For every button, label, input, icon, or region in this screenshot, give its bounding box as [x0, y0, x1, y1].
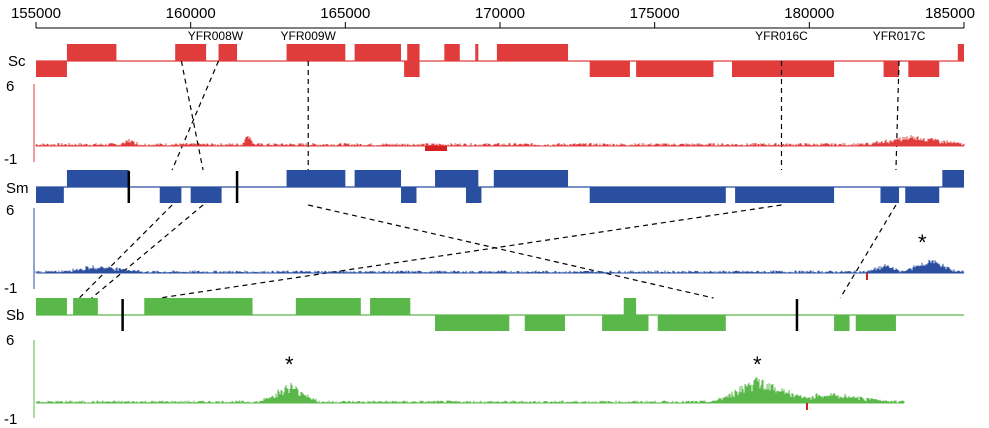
sc-signal-ymax: 6: [6, 78, 14, 95]
sb-gene-reverse: [834, 315, 850, 331]
coordinate-axis: 155000 160000 165000 170000 175000 180000 1850…: [11, 5, 975, 29]
gene-name-label: YFR009W: [281, 29, 337, 43]
sm-gene-reverse: [589, 187, 726, 203]
sb-gene-forward: [370, 298, 411, 315]
sm-gene-reverse: [190, 187, 222, 203]
sm-gene-reverse: [905, 187, 940, 203]
sc-signal-panel: 6 -1: [4, 78, 965, 168]
sc-gene-forward: [496, 44, 569, 61]
sc-gene-forward: [286, 44, 346, 61]
axis-tick-label: 185000: [925, 5, 975, 22]
sm-gene-track: [36, 170, 964, 203]
sc-gene-forward: [475, 44, 479, 61]
sc-gene-reverse: [732, 61, 835, 77]
sb-gene-forward: [36, 298, 67, 315]
axis-tick-label: 180000: [784, 5, 834, 22]
sc-gene-forward: [218, 44, 238, 61]
sb-gene-reverse: [435, 315, 510, 331]
axis-tick-label: 165000: [320, 5, 370, 22]
synteny-connector: [171, 60, 220, 171]
gene-name-label: YFR008W: [188, 29, 244, 43]
sm-star-marker: *: [918, 230, 927, 255]
sm-gene-forward: [435, 170, 479, 187]
synteny-connector: [159, 204, 782, 299]
sb-gene-reverse: [524, 315, 565, 331]
synteny-connector: [78, 204, 173, 299]
sc-gene-track: [36, 44, 964, 77]
sm-gene-reverse: [880, 187, 900, 203]
sb-gene-forward: [144, 298, 253, 315]
track-label-sc: Sc: [8, 53, 26, 70]
sc-gene-forward: [354, 44, 402, 61]
sb-star-marker-2: *: [753, 352, 762, 377]
synteny-connector: [839, 204, 897, 299]
synteny-connectors: [78, 60, 900, 299]
sm-gene-forward: [354, 170, 402, 187]
sc-gene-forward: [957, 44, 964, 61]
sc-gene-reverse: [36, 61, 67, 77]
synteny-connector: [180, 60, 204, 171]
axis-tick-label: 155000: [11, 5, 61, 22]
sm-gene-forward: [493, 170, 569, 187]
sc-gene-forward: [444, 44, 460, 61]
axis-tick-label: 175000: [630, 5, 680, 22]
synteny-connector: [91, 204, 204, 299]
synteny-connector: [895, 60, 900, 171]
sm-signal-panel: 6 -1 *: [4, 202, 965, 297]
sc-gene-reverse: [908, 61, 940, 77]
sm-gene-reverse: [465, 187, 482, 203]
sb-gene-reverse: [657, 315, 726, 331]
sc-signal-ymin: -1: [4, 151, 17, 168]
sc-gene-forward: [407, 44, 420, 61]
sc-gene-reverse: [636, 61, 714, 77]
sm-negative-spike: [866, 273, 868, 280]
sm-gene-reverse: [735, 187, 835, 203]
sb-gene-track: [36, 298, 964, 331]
sm-signal-ymin: -1: [4, 280, 17, 297]
track-label-sm: Sm: [6, 180, 29, 197]
sm-gene-forward: [66, 170, 129, 187]
sb-gene-reverse: [602, 315, 649, 331]
sm-gene-reverse: [159, 187, 182, 203]
sm-gene-forward: [942, 170, 964, 187]
sb-gene-forward: [623, 298, 637, 315]
sm-gene-reverse: [36, 187, 64, 203]
sc-gene-reverse: [883, 61, 900, 77]
gene-name-label: YFR017C: [873, 29, 926, 43]
sc-gene-forward: [175, 44, 207, 61]
sb-gene-forward: [73, 298, 98, 315]
gene-name-label: YFR016C: [755, 29, 808, 43]
sc-gene-reverse: [404, 61, 420, 77]
sm-signal-ymax: 6: [6, 202, 14, 219]
sb-signal-ymin: -1: [4, 411, 17, 428]
sc-gene-reverse: [589, 61, 630, 77]
sm-gene-forward: [286, 170, 346, 187]
sb-signal-ymax: 6: [6, 332, 14, 349]
sb-gene-forward: [295, 298, 361, 315]
sm-gene-reverse: [401, 187, 417, 203]
axis-tick-label: 170000: [475, 5, 525, 22]
sb-signal-panel: 6 -1 * *: [4, 332, 905, 428]
sb-gene-reverse: [855, 315, 896, 331]
track-label-sb: Sb: [6, 307, 24, 324]
sb-negative-spike: [806, 403, 808, 410]
synteny-connector: [308, 204, 714, 299]
axis-tick-label: 160000: [166, 5, 216, 22]
sc-gene-forward: [66, 44, 117, 61]
sb-star-marker-1: *: [285, 352, 294, 377]
sc-negative-signal: [425, 146, 447, 151]
